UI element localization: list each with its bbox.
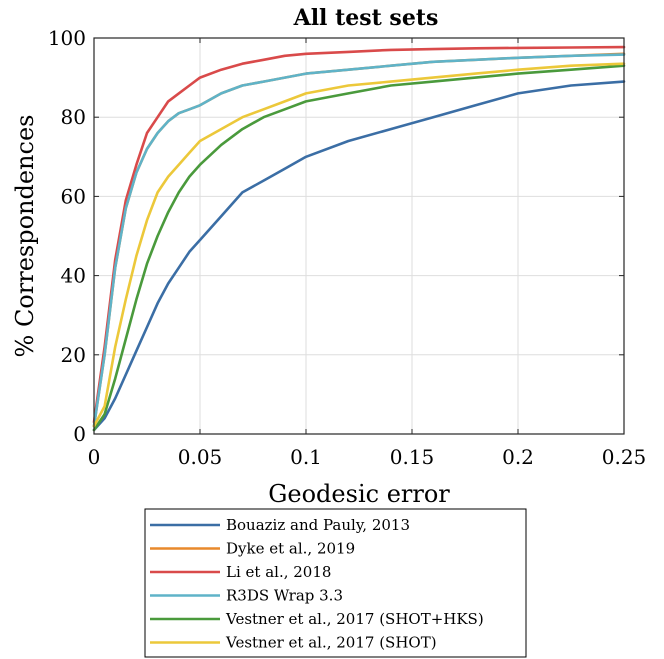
series-line xyxy=(92,52,626,428)
chart-title: All test sets xyxy=(293,5,439,31)
x-tick-label: 0.2 xyxy=(502,445,534,469)
x-tick-label: 0.15 xyxy=(390,445,435,469)
x-tick-label: 0.05 xyxy=(178,445,223,469)
x-tick-label: 0.25 xyxy=(602,445,647,469)
x-tick-labels: 0 0.05 0.1 0.15 0.2 0.25 xyxy=(88,445,647,469)
legend-label: R3DS Wrap 3.3 xyxy=(226,587,343,605)
legend-box xyxy=(144,508,527,658)
y-tick-label: 40 xyxy=(61,264,86,288)
legend-label: Dyke et al., 2019 xyxy=(226,540,355,558)
legend-label: Vestner et al., 2017 (SHOT+HKS) xyxy=(225,610,484,628)
series-line xyxy=(92,62,626,428)
x-axis-label: Geodesic error xyxy=(268,480,450,508)
legend: Bouaziz and Pauly, 2013 Dyke et al., 2019… xyxy=(144,508,527,658)
series-line xyxy=(92,53,626,428)
grid-lines xyxy=(94,38,624,434)
series-line xyxy=(92,80,626,432)
y-tick-label: 20 xyxy=(61,343,86,367)
y-tick-label: 0 xyxy=(73,422,86,446)
y-axis-label: % Correspondences xyxy=(11,115,39,358)
y-tick-label: 100 xyxy=(48,26,86,50)
legend-label: Bouaziz and Pauly, 2013 xyxy=(226,516,410,534)
x-tick-label: 0 xyxy=(88,445,101,469)
x-tick-label: 0.1 xyxy=(290,445,322,469)
series-line xyxy=(92,45,626,424)
legend-label: Vestner et al., 2017 (SHOT) xyxy=(225,634,437,652)
tick-marks xyxy=(93,37,625,435)
series-line xyxy=(92,64,626,432)
series-lines xyxy=(92,45,626,432)
y-tick-label: 80 xyxy=(61,105,86,129)
plot-frame xyxy=(93,37,625,435)
legend-label: Li et al., 2018 xyxy=(226,563,331,581)
y-tick-labels: 0 20 40 60 80 100 xyxy=(48,26,86,446)
y-tick-label: 60 xyxy=(61,184,86,208)
